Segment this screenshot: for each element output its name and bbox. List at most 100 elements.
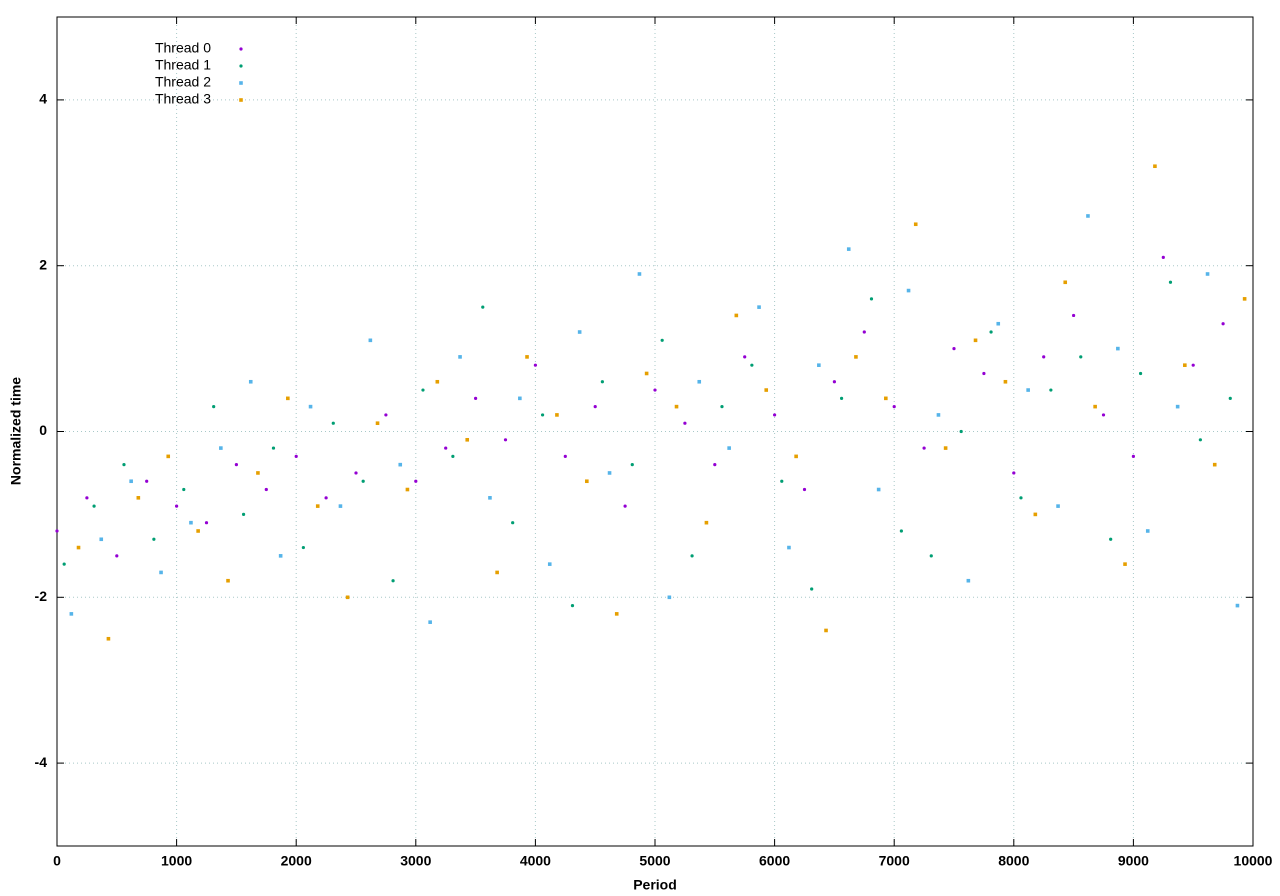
point <box>743 355 747 359</box>
x-tick-label: 4000 <box>520 853 551 869</box>
point <box>660 338 664 342</box>
point <box>734 313 739 318</box>
point <box>345 595 350 600</box>
point <box>1183 363 1187 367</box>
point <box>428 620 432 624</box>
point <box>294 454 298 458</box>
point <box>511 521 515 525</box>
point <box>166 454 171 459</box>
point <box>264 487 268 492</box>
point <box>1109 537 1113 541</box>
point <box>518 396 522 401</box>
point <box>145 479 149 483</box>
y-tick-label: -2 <box>35 588 48 604</box>
point <box>547 562 552 566</box>
point <box>1056 504 1060 508</box>
point <box>533 363 538 367</box>
point <box>212 405 216 409</box>
point <box>391 579 395 583</box>
x-tick-label: 1000 <box>161 853 192 869</box>
point <box>1079 355 1083 359</box>
point <box>846 247 851 251</box>
point <box>929 554 933 558</box>
y-tick-label: 0 <box>39 422 47 438</box>
point <box>175 504 179 508</box>
point <box>1042 355 1046 359</box>
point <box>817 363 821 367</box>
point <box>644 371 649 376</box>
point <box>1221 322 1225 326</box>
point <box>780 479 784 483</box>
point <box>577 330 582 334</box>
point <box>106 636 111 641</box>
point <box>989 330 993 334</box>
x-axis-title: Period <box>633 877 677 893</box>
point <box>1026 388 1030 392</box>
point <box>338 504 343 508</box>
point <box>271 446 276 450</box>
point <box>248 379 253 384</box>
point <box>435 379 440 384</box>
point <box>465 437 470 442</box>
y-tick-label: 4 <box>39 91 47 107</box>
point <box>555 413 559 417</box>
point <box>824 628 828 633</box>
x-tick-label: 10000 <box>1234 853 1273 869</box>
point <box>92 504 96 508</box>
point <box>76 545 81 550</box>
point <box>122 463 126 467</box>
point <box>488 496 492 500</box>
y-tick-label: -4 <box>35 754 48 770</box>
point <box>884 396 888 401</box>
point <box>69 612 74 616</box>
point <box>607 471 612 475</box>
point <box>653 388 657 392</box>
legend-marker <box>239 98 243 102</box>
x-tick-label: 6000 <box>759 853 790 869</box>
point <box>952 347 956 351</box>
point <box>398 462 403 467</box>
point <box>585 479 589 484</box>
legend-label: Thread 1 <box>155 57 211 73</box>
point <box>906 288 911 293</box>
point <box>943 446 948 450</box>
point <box>204 521 209 525</box>
point <box>196 529 200 533</box>
point <box>794 454 798 459</box>
point <box>764 388 769 392</box>
point <box>922 446 926 450</box>
point <box>315 504 320 508</box>
point <box>414 479 418 483</box>
point <box>563 454 567 458</box>
point <box>62 562 66 566</box>
point <box>421 388 425 392</box>
y-axis-title: Normalized time <box>8 377 24 485</box>
point <box>697 379 702 384</box>
point <box>913 222 918 227</box>
x-tick-label: 2000 <box>281 853 312 869</box>
point <box>720 405 724 409</box>
point <box>1049 388 1053 392</box>
point <box>368 338 373 343</box>
point <box>503 438 508 442</box>
point <box>384 413 388 417</box>
point <box>1003 379 1008 384</box>
point <box>405 487 410 492</box>
point <box>458 355 462 359</box>
point <box>773 413 777 417</box>
point <box>256 471 260 475</box>
point <box>854 355 858 359</box>
point <box>159 570 163 575</box>
point <box>152 537 156 541</box>
point <box>1235 603 1240 608</box>
legend-marker <box>239 81 243 85</box>
y-tick-label: 2 <box>39 256 47 272</box>
point <box>444 446 448 450</box>
point <box>996 321 1001 326</box>
point <box>1175 404 1180 409</box>
legend-marker <box>239 47 243 51</box>
point <box>1161 255 1165 260</box>
point <box>1228 396 1232 400</box>
point <box>630 463 634 467</box>
